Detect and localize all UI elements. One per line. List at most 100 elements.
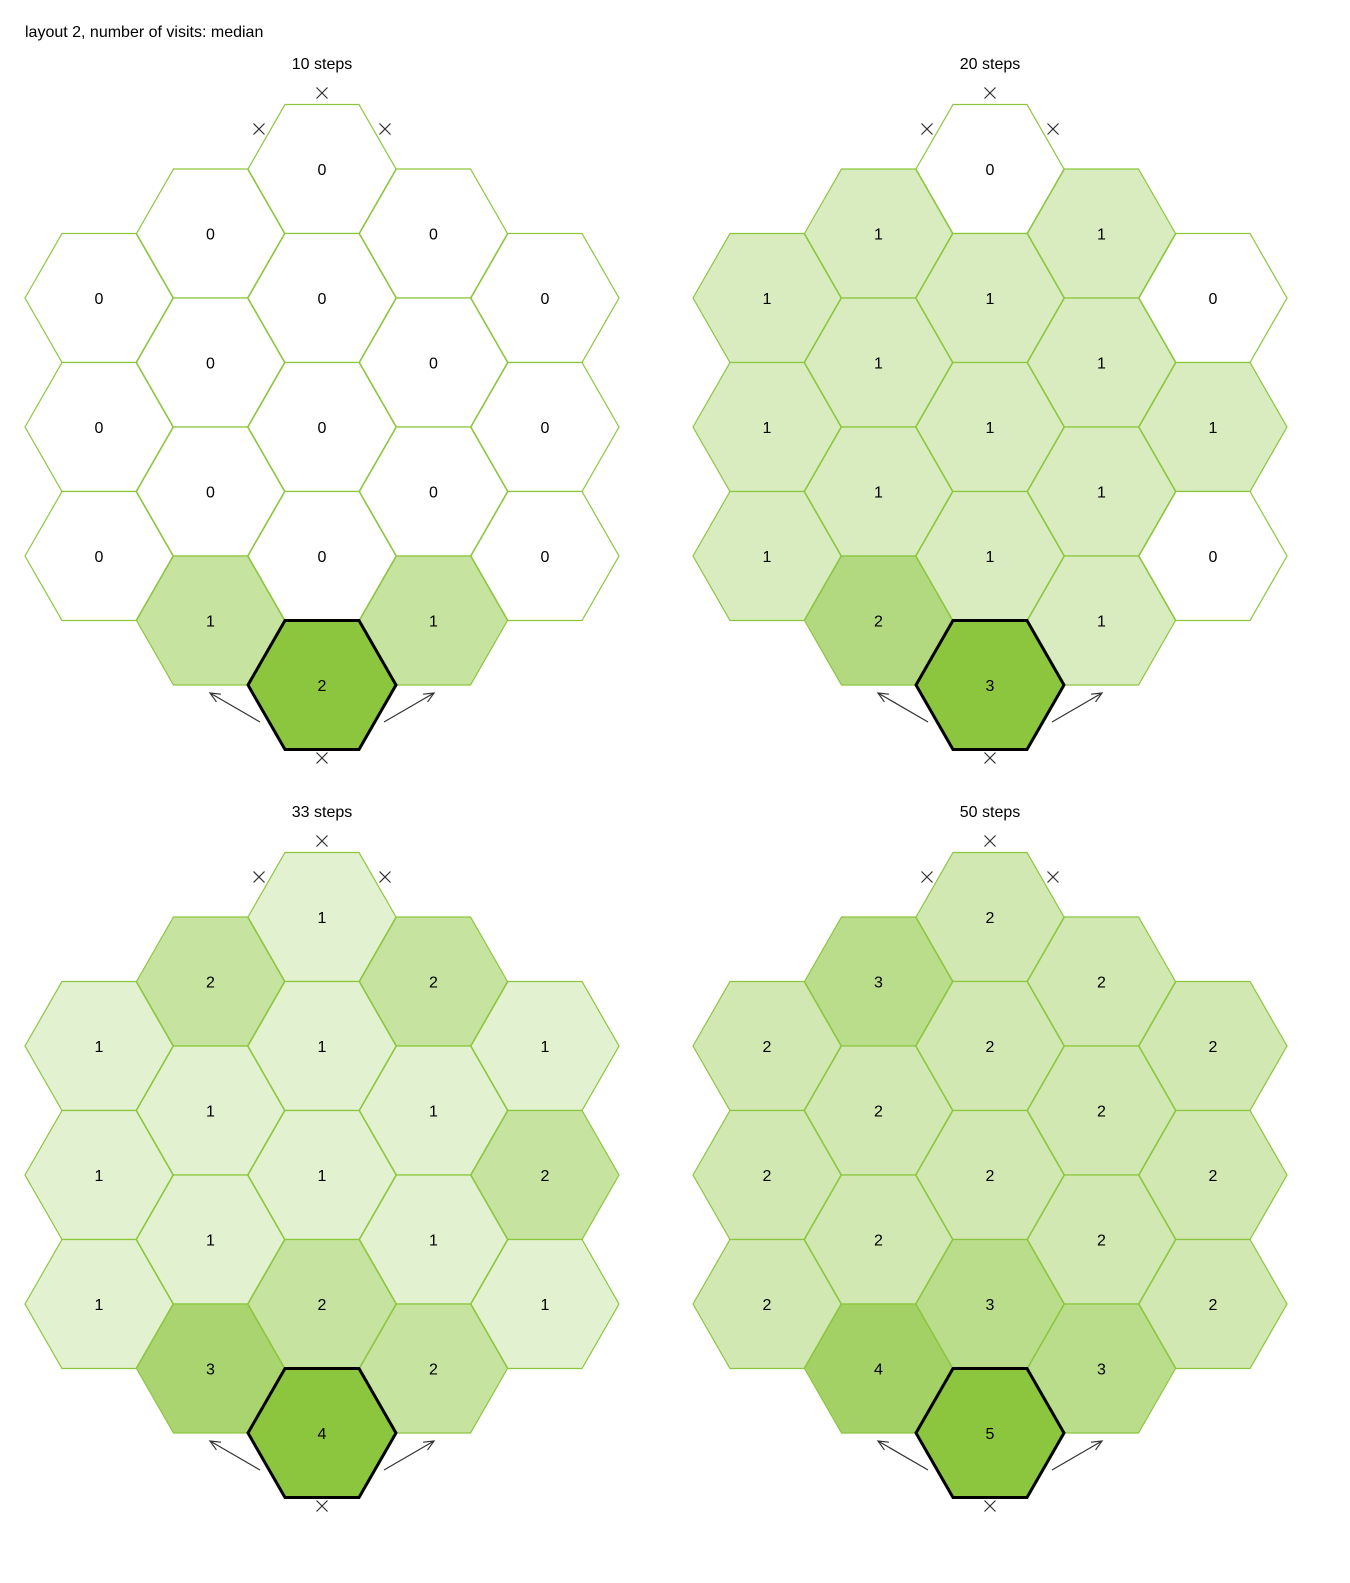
hex-cell-value: 1 <box>206 1104 215 1121</box>
blocked-top-right-marker <box>379 871 391 883</box>
hex-cell-value: 0 <box>541 420 550 437</box>
panel-title-33-steps: 33 steps <box>291 804 353 821</box>
hex-cell-value: 0 <box>206 356 215 373</box>
hex-cell-value: 1 <box>95 1039 104 1056</box>
hex-cell-value: 2 <box>318 678 327 695</box>
hex-cell-value: 2 <box>429 975 438 992</box>
hex-cell-value: 4 <box>318 1426 327 1443</box>
blocked-top-right-marker <box>1047 123 1059 135</box>
hex-cell-value: 0 <box>206 485 215 502</box>
hex-panel-2: 1 2 2 1 1 1 1 1 1 1 2 1 1 1 2 1 3 2 4 <box>24 835 620 1512</box>
hex-cell-value: 2 <box>541 1168 550 1185</box>
hex-cell-value: 1 <box>1097 227 1106 244</box>
hex-cell-value: 0 <box>429 356 438 373</box>
hex-cell-value: 1 <box>429 1104 438 1121</box>
blocked-top-right-marker <box>379 123 391 135</box>
hex-cell-value: 1 <box>318 910 327 927</box>
hex-cell-value: 1 <box>1209 420 1218 437</box>
hex-cell-value: 1 <box>541 1297 550 1314</box>
hex-cell-value: 2 <box>429 1362 438 1379</box>
hex-cell-value: 3 <box>986 678 995 695</box>
hex-cell-value: 0 <box>318 291 327 308</box>
hex-cell-value: 1 <box>874 485 883 502</box>
hex-cell-value: 1 <box>763 291 772 308</box>
hex-cell-value: 2 <box>763 1168 772 1185</box>
hex-cell-value: 0 <box>1209 291 1218 308</box>
hex-cell-value: 2 <box>1097 975 1106 992</box>
hex-cell-value: 0 <box>95 420 104 437</box>
blocked-bottom-marker <box>316 1500 328 1512</box>
hex-cell-value: 2 <box>763 1039 772 1056</box>
blocked-top-marker <box>316 87 328 99</box>
chart-title: layout 2, number of visits: median <box>25 24 264 41</box>
hex-cell-value: 1 <box>95 1297 104 1314</box>
blocked-top-left-marker <box>921 871 933 883</box>
panel-title-20-steps: 20 steps <box>959 56 1021 73</box>
hex-cell-value: 0 <box>429 485 438 502</box>
exit-left-arrow <box>208 1440 261 1471</box>
hex-cell-value: 1 <box>986 291 995 308</box>
exit-left-arrow <box>208 692 261 723</box>
hex-cell-value: 2 <box>1209 1039 1218 1056</box>
hex-cell-value: 1 <box>541 1039 550 1056</box>
exit-left-arrow <box>876 692 929 723</box>
start-cell-border <box>914 1367 1066 1499</box>
hex-cell-value: 0 <box>95 291 104 308</box>
hex-cell-value: 1 <box>1097 356 1106 373</box>
hex-cell-value: 2 <box>986 1168 995 1185</box>
hex-cell-value: 2 <box>206 975 215 992</box>
hex-cell-value: 2 <box>763 1297 772 1314</box>
hex-cell-value: 0 <box>429 227 438 244</box>
blocked-bottom-marker <box>316 752 328 764</box>
hex-cell-value: 1 <box>874 356 883 373</box>
hex-cell-value: 0 <box>541 549 550 566</box>
hex-panel-1: 0 1 1 1 1 0 1 1 1 1 1 1 1 1 1 0 2 1 3 <box>692 87 1288 764</box>
hex-cell-value: 1 <box>318 1039 327 1056</box>
panel-title-10-steps: 10 steps <box>291 56 353 73</box>
hex-cell-value: 1 <box>429 614 438 631</box>
hex-cell-value: 1 <box>206 1233 215 1250</box>
exit-right-arrow <box>383 692 436 723</box>
exit-right-arrow <box>383 1440 436 1471</box>
hex-cell-value: 0 <box>318 549 327 566</box>
blocked-top-left-marker <box>253 871 265 883</box>
hex-cell-value: 0 <box>206 227 215 244</box>
hex-cell-value: 3 <box>1097 1362 1106 1379</box>
hex-cell-value: 0 <box>1209 549 1218 566</box>
hex-cell-value: 1 <box>874 227 883 244</box>
hex-cell-value: 2 <box>874 1104 883 1121</box>
hex-cell-value: 1 <box>1097 485 1106 502</box>
hex-cell-value: 2 <box>1097 1233 1106 1250</box>
hex-cell-value: 0 <box>541 291 550 308</box>
start-cell-border <box>914 619 1066 751</box>
hex-cell-value: 1 <box>429 1233 438 1250</box>
hex-cell-value: 0 <box>318 420 327 437</box>
blocked-top-marker <box>984 835 996 847</box>
hex-cell-value: 1 <box>763 420 772 437</box>
blocked-top-right-marker <box>1047 871 1059 883</box>
exit-right-arrow <box>1051 692 1104 723</box>
start-cell-border <box>246 1367 398 1499</box>
hex-cell-value: 0 <box>318 162 327 179</box>
hex-cell-value: 3 <box>874 975 883 992</box>
hex-cell-value: 2 <box>986 910 995 927</box>
hex-cell-value: 0 <box>986 162 995 179</box>
blocked-top-left-marker <box>253 123 265 135</box>
hex-cell-value: 2 <box>986 1039 995 1056</box>
hex-cell-value: 2 <box>874 614 883 631</box>
hex-panel-3: 2 3 2 2 2 2 2 2 2 2 2 2 2 2 3 2 4 3 5 <box>692 835 1288 1512</box>
hex-cell-value: 1 <box>318 1168 327 1185</box>
hex-cell-value: 4 <box>874 1362 883 1379</box>
hex-cell-value: 3 <box>986 1297 995 1314</box>
hex-cell-value: 2 <box>1209 1168 1218 1185</box>
exit-right-arrow <box>1051 1440 1104 1471</box>
hex-cell-value: 2 <box>318 1297 327 1314</box>
panel-title-50-steps: 50 steps <box>959 804 1021 821</box>
blocked-top-marker <box>984 87 996 99</box>
exit-left-arrow <box>876 1440 929 1471</box>
hex-cell-value: 2 <box>1209 1297 1218 1314</box>
hex-cell-value: 1 <box>1097 614 1106 631</box>
hex-cell-value: 5 <box>986 1426 995 1443</box>
hex-cell-value: 3 <box>206 1362 215 1379</box>
